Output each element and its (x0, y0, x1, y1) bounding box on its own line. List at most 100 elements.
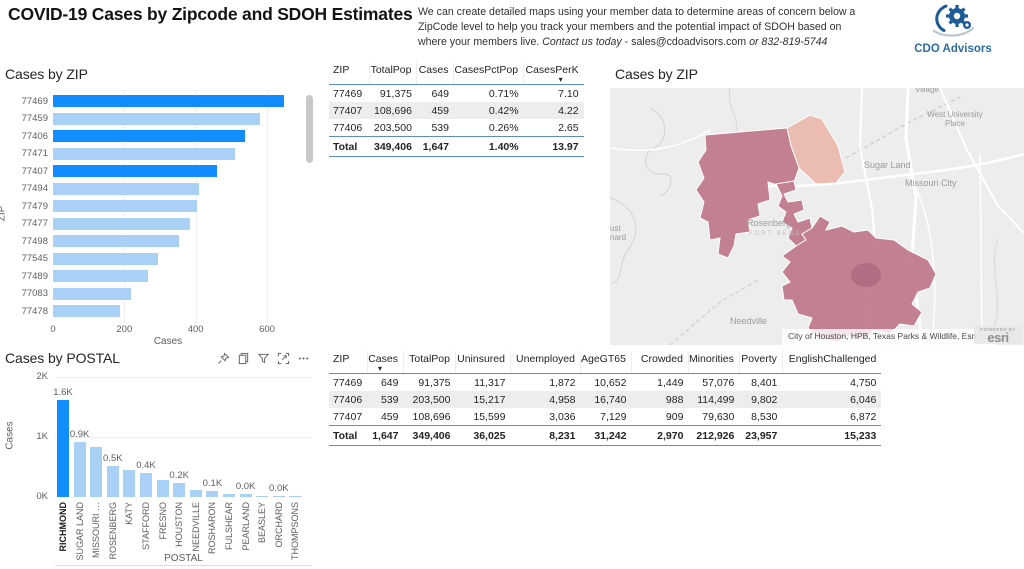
map-place-label: ust (610, 224, 621, 233)
table-row[interactable]: 77407 108,696 459 0.42% 4.22 (329, 102, 584, 119)
table-row[interactable]: 77406 539 203,500 15,217 4,958 16,740 988 114,4… (329, 391, 882, 408)
zip-label: 77479 (21, 200, 48, 212)
column-header-Cases[interactable]: Cases▾ (366, 351, 404, 374)
column-header-CasesPerK[interactable]: CasesPerK ▾ (523, 62, 584, 85)
data-label: 0.0K (235, 481, 256, 493)
divider (55, 565, 312, 566)
bar-HOUSTON[interactable] (173, 483, 186, 497)
bar-77459[interactable] (53, 112, 260, 125)
chart-scrollbar[interactable] (306, 95, 313, 163)
column-header-ZIP[interactable]: ZIP▾ (329, 351, 368, 374)
column-header-TotalPop[interactable]: TotalPop▾ (368, 62, 417, 85)
bar-77479[interactable] (53, 200, 198, 212)
cell: 77469 (333, 376, 363, 389)
table-row[interactable]: 77469 91,375 649 0.71% 7.10 (329, 85, 584, 103)
map-canvas[interactable]: Village West University Place Sugar Land Mi… (610, 88, 1024, 345)
bar-FULSHEAR[interactable] (223, 493, 235, 497)
bar-MISSOURI …[interactable] (90, 447, 103, 497)
bar-77469[interactable] (53, 95, 285, 107)
data-label: 0.9K (69, 428, 90, 440)
filter-icon[interactable] (257, 352, 270, 365)
cell: 1,872 (549, 376, 576, 389)
cell: 203,500 (412, 393, 451, 406)
column-header-ZIP[interactable]: ZIP▾ (329, 62, 369, 85)
bar-77478[interactable] (53, 305, 121, 317)
column-header-Crowded[interactable]: Crowded▾ (630, 351, 689, 374)
focus-mode-icon[interactable] (277, 352, 290, 365)
bar-77083[interactable] (53, 287, 131, 300)
postal-label: ROSENBERG (107, 502, 118, 560)
bar-77471[interactable] (53, 147, 235, 160)
data-label: 0.2K (169, 470, 189, 482)
column-header-EnglishChallenged[interactable]: EnglishChallenged▾ (781, 351, 882, 374)
column-header-Uninsured[interactable]: Uninsured▾ (454, 351, 511, 374)
total-cell: 13.97 (523, 136, 584, 157)
x-tick-label: 0 (50, 324, 56, 335)
cell: 7,129 (600, 410, 627, 423)
x-tick-label: 600 (259, 324, 275, 335)
y-axis-title: Cases (4, 421, 16, 450)
column-header-Cases[interactable]: Cases▾ (416, 62, 454, 85)
column-header-Poverty[interactable]: Poverty▾ (738, 351, 783, 374)
y-tick-label: 2K (36, 371, 48, 382)
copy-icon[interactable] (237, 352, 250, 365)
bar-RICHMOND[interactable] (57, 399, 69, 497)
column-header-CasesPctPop[interactable]: CasesPctPop▾ (453, 62, 524, 85)
cell: 79,630 (702, 410, 735, 423)
chart-title: Cases by POSTAL (5, 350, 120, 366)
bar-BEASLEY[interactable] (256, 495, 269, 497)
cell: 108,696 (374, 104, 412, 117)
cell: 909 (665, 410, 684, 423)
postal-label: STAFFORD (141, 502, 151, 550)
bar-77407[interactable] (53, 165, 217, 177)
bar-KATY[interactable] (123, 470, 136, 497)
bar-77477[interactable] (53, 217, 191, 230)
table-row[interactable]: 77406 203,500 539 0.26% 2.65 (329, 119, 584, 137)
bar-ROSHARON[interactable] (206, 491, 219, 497)
total-cell: 2,970 (631, 425, 689, 446)
cell: 6,872 (850, 410, 877, 423)
column-header-Unemployed[interactable]: Unemployed▾ (509, 351, 581, 374)
page-title: COVID-19 Cases by Zipcode and SDOH Estim… (8, 4, 413, 24)
bar-NEEDVILLE[interactable] (189, 490, 202, 497)
bar-THOMPSONS[interactable] (289, 495, 302, 497)
column-header-Minorities[interactable]: Minorities▾ (687, 351, 740, 374)
zip-label: 77489 (21, 270, 48, 282)
bar-77545[interactable] (53, 252, 159, 265)
bar-SUGAR LAND[interactable] (73, 441, 86, 497)
postal-label: FULSHEAR (224, 502, 234, 551)
bar-ORCHARD[interactable] (272, 495, 285, 497)
more-options-icon[interactable] (297, 352, 310, 365)
cell: 77407 (333, 410, 363, 423)
chart-title: Cases by ZIP (5, 66, 88, 82)
description-segment: or 832-819-5744 (749, 35, 828, 48)
bar-77489[interactable] (53, 270, 148, 282)
bar-77406[interactable] (53, 130, 246, 142)
bar-77498[interactable] (53, 235, 179, 247)
description-segment: Contact us today (542, 35, 622, 48)
cdo-advisors-logo: CDO Advisors (897, 2, 1009, 55)
y-tick-label: 0K (36, 491, 48, 502)
pin-icon[interactable] (217, 352, 230, 365)
postal-label: NEEDVILLE (190, 502, 201, 552)
table-row[interactable]: 77469 649 91,375 11,317 1,872 10,652 1,449 57,0… (329, 374, 881, 392)
map-place-label: nard (610, 233, 627, 242)
column-header-AgeGT65[interactable]: AgeGT65▾ (579, 351, 632, 374)
bar-77494[interactable] (53, 182, 199, 195)
data-label: 0.5K (103, 452, 123, 464)
cell: 4.22 (558, 104, 579, 117)
column-header-TotalPop[interactable]: TotalPop▾ (402, 351, 456, 374)
cell: 459 (431, 104, 449, 117)
bar-ROSENBERG[interactable] (106, 465, 119, 497)
cell: 11,317 (474, 376, 506, 389)
table-row[interactable]: 77407 459 108,696 15,599 3,036 7,129 909 79,630… (329, 408, 881, 426)
cell: 108,696 (412, 410, 451, 423)
bar-FRESNO[interactable] (156, 479, 169, 497)
bar-PEARLAND[interactable] (239, 494, 252, 497)
powered-by-label: POWERED BY (980, 327, 1016, 332)
map-region-inner[interactable] (851, 263, 881, 287)
cell: 0.42% (488, 104, 519, 117)
cell: 91,375 (379, 87, 412, 100)
zip-label: 77459 (21, 113, 48, 124)
bar-STAFFORD[interactable] (140, 473, 152, 497)
